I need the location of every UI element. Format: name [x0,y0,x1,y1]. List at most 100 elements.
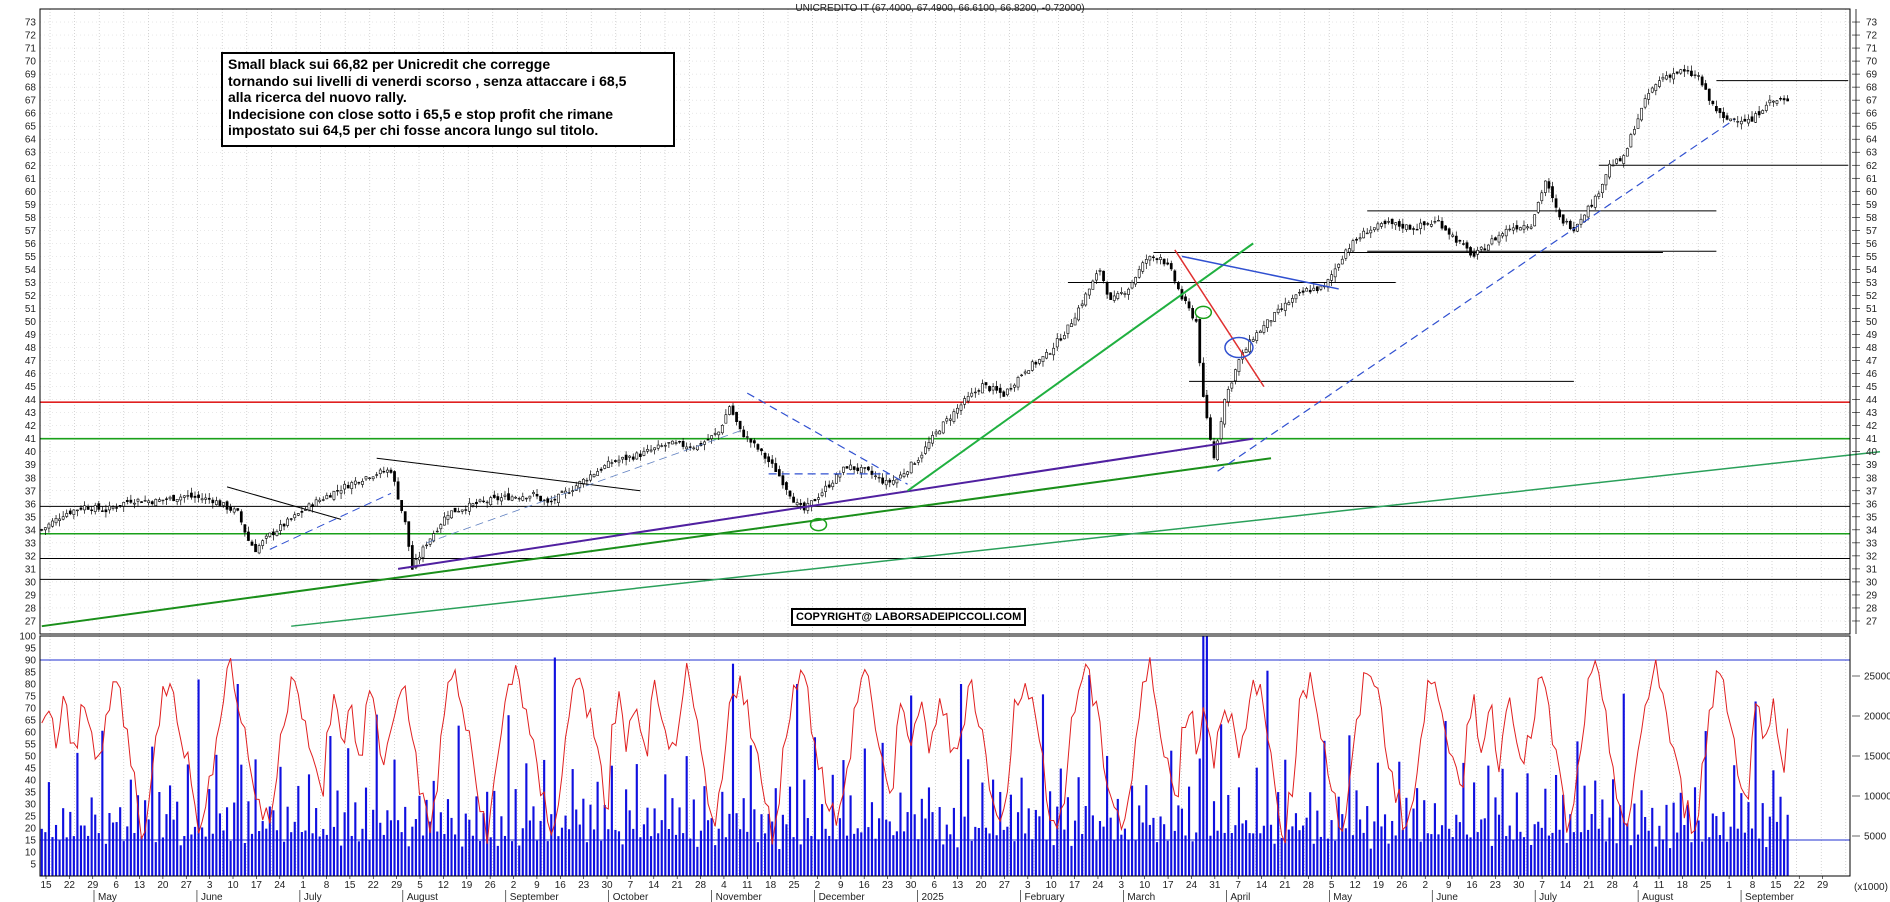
volume-bar [147,819,150,876]
volume-unit-label: (x1000) [1854,882,1888,893]
price-tick-label-left: 42 [25,421,37,432]
candle-body [1226,388,1230,403]
candle-body [1005,388,1009,396]
candle-body [781,475,785,486]
volume-bar [1027,808,1030,876]
volume-bar [1679,792,1682,876]
candle-body [1209,417,1212,440]
volume-bar [140,836,143,876]
volume-bar [329,736,332,876]
candle-body [795,502,799,506]
candle-body [685,446,689,450]
volume-bar [51,837,54,876]
volume-bar [831,774,834,876]
candle-body [834,474,838,484]
volume-bar [275,830,279,876]
price-tick-label-left: 64 [25,135,37,146]
volume-bar [507,715,510,876]
candle-body [1490,238,1494,245]
candlestick-series [40,64,1790,570]
candle-body [1754,113,1757,123]
day-tick-label: 18 [765,880,777,891]
candle-body [934,431,938,435]
volume-bar [240,764,243,876]
volume-bar [1608,817,1611,876]
candle-body [261,540,265,546]
volume-bar [1227,794,1230,876]
candle-body [599,468,603,471]
candle-body [1030,361,1034,371]
volume-bar [1155,842,1159,876]
trendline [397,437,1254,570]
volume-bar [1633,803,1636,876]
price-tick-label-right: 34 [1866,525,1878,536]
candle-body [706,439,710,441]
volume-bar [1170,750,1173,876]
volume-bar [1091,815,1094,876]
volume-bar [771,821,774,876]
candle-body [517,497,521,500]
candle-body [154,498,158,507]
volume-bar [364,787,368,876]
day-tick-label: 1 [1726,880,1732,891]
volume-bar [1391,820,1394,876]
volume-bar [1138,805,1141,876]
volume-bar [1448,828,1451,876]
candle-body [984,382,988,386]
volume-bar [468,819,471,876]
price-tick-label-left: 35 [25,512,37,523]
candle-body [1462,243,1465,245]
price-panel-frame [39,8,1851,635]
oscillator-tick-label: 10 [25,848,37,859]
volume-bar [970,840,973,876]
month-label: July [304,892,322,902]
volume-bar [407,846,410,876]
candle-body [1707,88,1711,101]
volume-bar [1337,796,1340,876]
candle-body [1116,293,1120,299]
candle-body [58,518,61,521]
volume-bar [243,842,246,876]
price-tick-label-right: 38 [1866,473,1878,484]
month-label: August [1642,892,1673,902]
volume-bar [1009,794,1012,876]
candle-body [1650,87,1654,93]
month-label: September [510,892,560,902]
volume-bars [40,636,1789,876]
candle-body [1772,100,1775,103]
volume-bar [1783,839,1786,876]
price-tick-label-right: 30 [1866,577,1878,588]
candle-body [65,513,69,517]
volume-bar [193,826,197,876]
candle-body [503,494,507,497]
volume-bar [614,829,617,876]
volume-bar [1458,822,1461,876]
candle-body [624,454,628,460]
candle-body [1508,228,1512,231]
candle-body [147,500,151,504]
candle-body [895,478,899,484]
oscillator-tick-label: 35 [25,788,37,799]
day-tick-label: 27 [999,880,1011,891]
candle-body [150,501,154,505]
candle-body [1647,93,1651,100]
volume-bar [1565,842,1568,876]
candle-body [464,509,468,511]
volume-bar [799,844,802,876]
price-tick-label-left: 51 [25,304,37,315]
volume-bar [838,818,841,876]
candle-body [1711,100,1715,105]
candle-body [571,490,575,492]
candle-body [1244,349,1248,354]
candle-body [717,431,721,436]
candle-body [1519,227,1522,231]
volume-bar [664,774,667,876]
volume-bar [421,835,425,876]
candle-body [927,441,931,449]
candle-body [204,497,208,500]
volume-bar [1747,802,1750,876]
volume-bar [539,820,542,876]
volume-bar [621,844,624,876]
volume-bar [1408,838,1412,876]
candle-body [1266,319,1269,328]
